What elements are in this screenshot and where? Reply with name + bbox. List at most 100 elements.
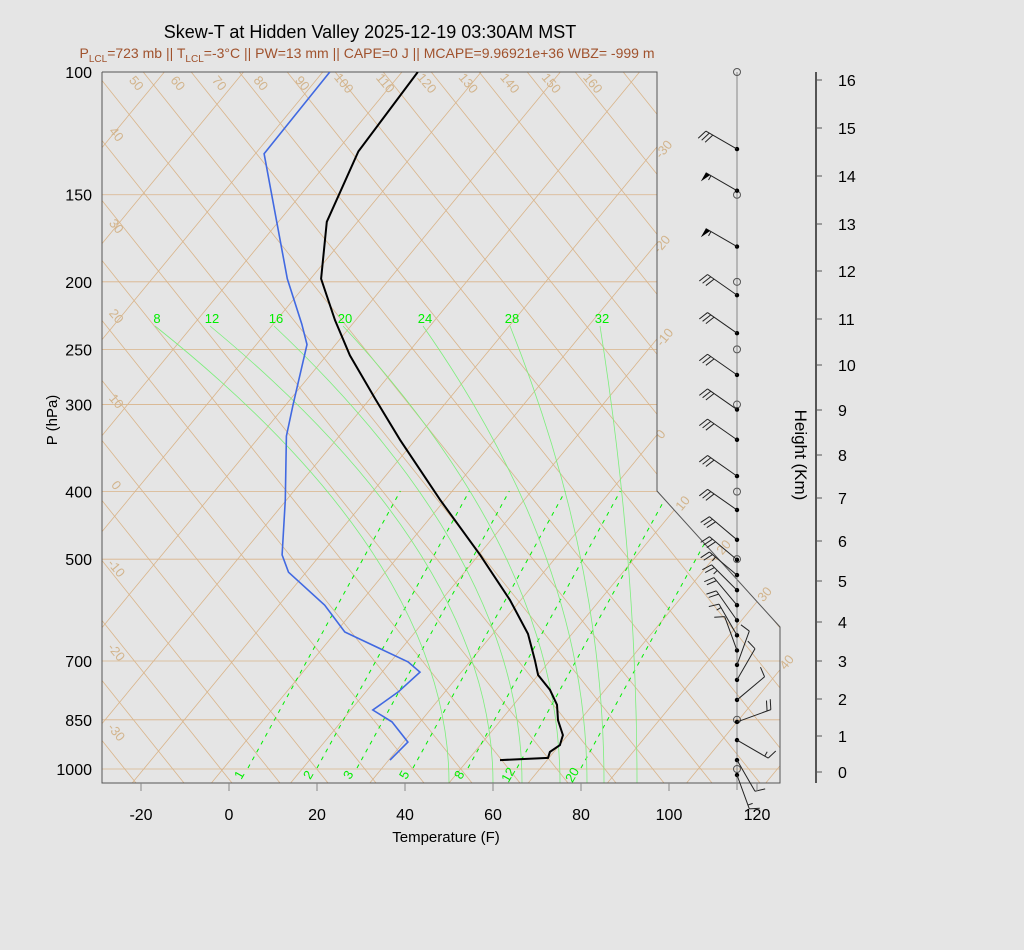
pressure-marker	[733, 277, 741, 286]
y-tick-label: 400	[65, 485, 92, 502]
y-tick-label: 1000	[56, 762, 92, 779]
mixing-ratio-label: 5	[396, 768, 413, 782]
wind-barb-feather	[704, 134, 714, 143]
dry-adiabat-line	[286, 72, 780, 783]
dry-adiabat-line	[102, 72, 617, 783]
isotherm-label: -30	[652, 137, 676, 161]
height-tick-label: 15	[838, 121, 856, 138]
height-tick-label: 9	[838, 403, 847, 420]
y-tick-label: 100	[65, 65, 92, 82]
plot-frame	[101, 71, 781, 784]
wind-barb-staff	[709, 516, 738, 541]
isotherm-line	[102, 72, 561, 783]
height-tick-label: 4	[838, 615, 847, 632]
wind-barb-staff	[736, 648, 756, 681]
isotherm-line	[369, 72, 780, 783]
height-tick-label: 11	[838, 312, 855, 329]
dry-adiabat-line	[0, 72, 40, 783]
dry-adiabat-label: 10	[106, 391, 127, 412]
wind-barb-feather	[759, 667, 766, 677]
wind-barb-feather	[769, 699, 772, 710]
dry-adiabat-line	[102, 72, 329, 783]
wind-barb-staff	[709, 551, 738, 576]
height-tick-label: 1	[838, 729, 847, 746]
dry-adiabat-line	[622, 72, 780, 783]
wind-barb-feather	[706, 521, 716, 528]
mixing-ratio-line	[580, 490, 734, 769]
wind-barb-feather	[700, 551, 710, 559]
wind-barb-staff	[736, 759, 756, 792]
wind-barb-half-feather	[708, 231, 712, 237]
moist-adiabat-label: 32	[595, 311, 609, 326]
wind-barb-feather	[701, 132, 710, 141]
dry-adiabat-line	[102, 72, 281, 783]
dry-adiabat-line	[526, 72, 780, 783]
mixing-ratio-label: 1	[231, 768, 248, 782]
height-tick-label: 0	[838, 765, 847, 782]
height-tick-label: 10	[838, 358, 856, 375]
wind-barb-staff	[705, 172, 738, 192]
wind-barb-feather	[706, 541, 716, 548]
mixing-ratio-line	[516, 490, 670, 769]
wind-barb-feather	[705, 393, 715, 401]
pressure-marker	[733, 555, 741, 564]
mixing-ratio-line	[316, 490, 470, 769]
mixing-ratio-label: 2	[300, 768, 317, 782]
x-tick-label: 100	[656, 807, 683, 824]
dry-adiabat-line	[102, 72, 233, 783]
wind-barb-staff	[736, 739, 769, 759]
dry-adiabat-line	[102, 72, 665, 783]
isotherm-line	[845, 72, 1024, 783]
wind-barb-staff	[707, 418, 738, 441]
wind-barb-feather	[705, 358, 715, 366]
dry-adiabat-line	[102, 72, 137, 783]
x-tick-label: -20	[129, 807, 152, 824]
wind-barb-half-feather	[716, 607, 722, 611]
wind-barb-feather	[706, 590, 717, 595]
wind-barb-feather	[699, 274, 708, 282]
moist-adiabat-line	[422, 325, 588, 783]
isotherm-line	[290, 72, 780, 783]
dry-adiabat-label: -20	[105, 640, 129, 664]
wind-barb-staff	[705, 130, 738, 150]
mixing-ratio-label: 3	[340, 768, 357, 782]
wind-barb-feather	[699, 488, 708, 497]
dry-adiabat-label: 0	[108, 478, 124, 493]
wind-barb-staff	[724, 616, 738, 651]
x-tick-label: 20	[308, 807, 326, 824]
mixing-ratio-label: 8	[451, 768, 468, 782]
isotherm-line	[527, 72, 780, 783]
isotherm-line	[102, 72, 244, 783]
grid-labels: 8 12 16 20 24 28 321 2 3 5 8 12 20-30-20-10010203040…	[105, 70, 797, 785]
y-tick-label: 200	[65, 275, 92, 292]
height-tick-label: 13	[838, 217, 856, 234]
wind-barb-half-feather	[711, 556, 716, 562]
isotherm-label: -10	[653, 325, 677, 349]
wind-barb-feather	[702, 356, 712, 364]
background-grid	[0, 72, 1024, 783]
wind-barbs	[697, 68, 777, 810]
chart-subtitle: PLCL=723 mb || TLCL=-3°C || PW=13 mm || …	[79, 45, 654, 65]
moist-adiabat-line	[599, 325, 638, 783]
wind-barb-feather	[702, 390, 712, 399]
dry-adiabat-label: 160	[580, 70, 605, 96]
y-tick-label: 300	[65, 398, 92, 415]
isotherm-line	[102, 72, 324, 783]
isotherm-label: 0	[652, 427, 668, 442]
isotherm-label: 10	[672, 493, 693, 514]
mixing-ratio-line	[412, 490, 566, 769]
wind-barb-staff	[707, 312, 738, 334]
dry-adiabat-line	[478, 72, 780, 783]
height-tick-label: 8	[838, 448, 847, 465]
wind-barb-feather	[702, 421, 712, 429]
dry-adiabat-label: 60	[168, 73, 189, 94]
wind-barb-half-feather	[747, 802, 753, 806]
y-tick-label: 150	[65, 188, 92, 205]
x-tick-label: 120	[744, 807, 771, 824]
mixing-ratio-line	[356, 490, 510, 769]
wind-barb-feather	[705, 316, 715, 325]
dry-adiabat-label: 70	[209, 73, 230, 94]
y-tick-label: 250	[65, 342, 92, 359]
wind-barb-half-feather	[708, 175, 712, 181]
